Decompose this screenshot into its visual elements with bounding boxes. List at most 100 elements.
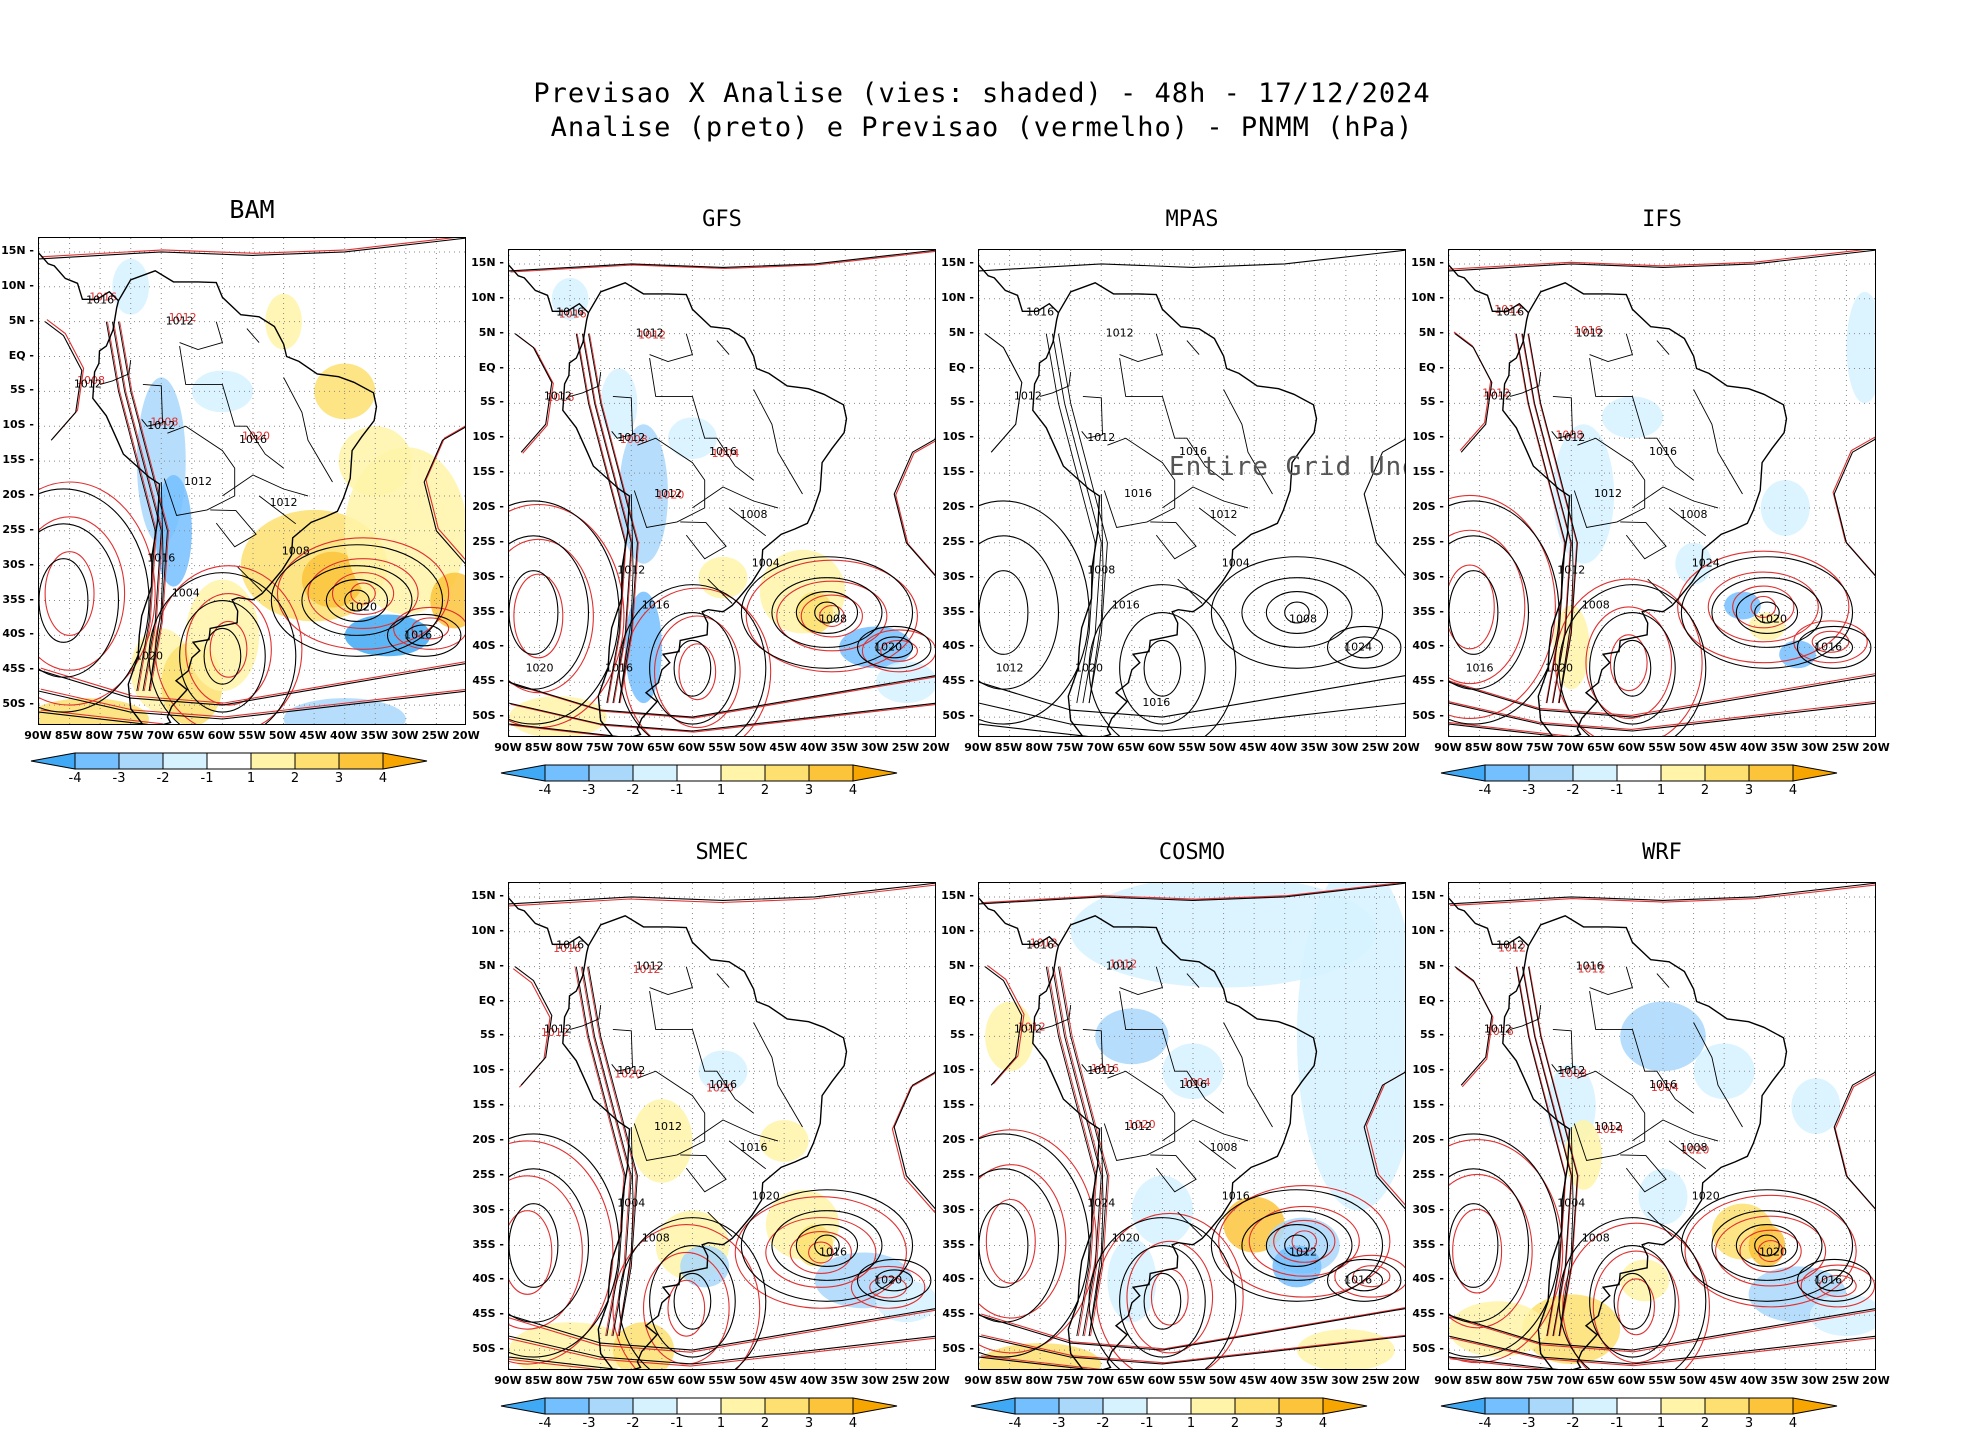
forecast-contour: [1732, 585, 1795, 629]
analysis-contour: [1449, 1356, 1559, 1369]
colorbar-swatch: [676, 1397, 722, 1415]
lat-tick-label: 25S -: [472, 534, 504, 548]
south-america-coastline: [1502, 915, 1788, 1369]
analysis-contour: [1711, 1210, 1823, 1281]
lon-tick-label: 90W: [1434, 1374, 1462, 1387]
colorbar-swatch: [1704, 764, 1750, 782]
analysis-contour-label: 1016: [1026, 306, 1054, 319]
analysis-contour-label: 1012: [617, 1064, 645, 1077]
lon-tick-label: 45W: [299, 729, 327, 742]
lat-tick-label: EQ -: [948, 360, 974, 374]
central-america-coastline: [509, 897, 589, 947]
colorbar: -4 -3 -2 -1 1 2 3 4: [1424, 763, 1854, 803]
lon-tick-label: 20W: [922, 1374, 950, 1387]
forecast-contour: [981, 1355, 1103, 1369]
panel-bam: BAM 1016 1012 1008 1008 1020 1016 1012 1012 1012 1…: [0, 195, 480, 795]
analysis-contour: [1058, 333, 1108, 704]
analysis-contour: [771, 1210, 883, 1281]
analysis-contour: [514, 333, 553, 453]
country-border: [707, 578, 733, 604]
colorbar-swatch: [1322, 1397, 1368, 1415]
analysis-contour-label: 1016: [1814, 640, 1842, 653]
forecast-contour: [1449, 250, 1866, 270]
forecast-contour-label: 1012: [1018, 1020, 1046, 1033]
country-border: [1119, 358, 1224, 481]
forecast-contour-label: 1020: [656, 489, 684, 502]
analysis-contour: [509, 702, 935, 732]
analysis-contour: [509, 1133, 620, 1358]
country-border: [649, 358, 754, 481]
lat-tick-label: 30S -: [942, 1202, 974, 1216]
analysis-contour: [1613, 1272, 1652, 1330]
analysis-contour: [39, 690, 465, 720]
map-svg: 1012101210161008100410241020101210161012…: [1449, 883, 1875, 1369]
figure-title: Previsao X Analise (vies: shaded) - 48h …: [533, 78, 1431, 109]
analysis-contour-label: 1012: [636, 327, 664, 340]
forecast-contour: [39, 516, 126, 671]
country-border: [680, 521, 727, 560]
analysis-contour-label: 1016: [1026, 939, 1054, 952]
forecast-contour: [331, 572, 395, 616]
analysis-contour: [423, 426, 465, 565]
forecast-contour-label: 1020: [242, 430, 270, 443]
colorbar-swatch: [1572, 764, 1618, 782]
lat-tick-label: 20S -: [942, 499, 974, 513]
colorbar-label: -1: [670, 1416, 684, 1431]
lon-tick-label: 85W: [994, 741, 1023, 754]
lat-tick-label: 35S -: [472, 1237, 504, 1251]
lat-tick-label: 40S -: [1412, 1272, 1444, 1286]
lat-tick-label: 10S -: [1412, 430, 1444, 444]
analysis-contour: [203, 627, 242, 685]
colorbar-swatch: [1014, 1397, 1060, 1415]
analysis-contour: [984, 966, 1023, 1086]
map-plot-area: 1016 1012 1008 1008 1020 1016 1012 1012 1012 1016…: [38, 237, 466, 725]
colorbar-swatch: [1102, 1397, 1148, 1415]
lat-tick-label: 10S -: [1412, 1063, 1444, 1077]
analysis-contour: [893, 438, 935, 577]
colorbar-swatch: [1484, 764, 1530, 782]
lon-tick-label: 45W: [769, 741, 797, 754]
colorbar-swatch: [1484, 1397, 1530, 1415]
south-america-coastline: [1032, 282, 1318, 736]
analysis-contour: [39, 663, 465, 706]
analysis-contour: [1326, 625, 1402, 669]
analysis-contour: [386, 613, 462, 657]
analysis-contour: [575, 333, 626, 704]
forecast-contour: [509, 1337, 935, 1367]
lon-tick-label: 20W: [1862, 1374, 1890, 1387]
bias-shading-area: [265, 293, 302, 350]
forecast-contour: [44, 551, 95, 636]
country-border: [1551, 1028, 1573, 1072]
analysis-contour: [979, 1335, 1405, 1365]
colorbar-swatch: [1440, 1397, 1486, 1415]
lon-tick-label: 35W: [360, 729, 388, 742]
analysis-contour: [39, 238, 465, 260]
lat-tick-label: 20S -: [2, 487, 34, 501]
analysis-contour: [1449, 723, 1559, 736]
country-border: [1558, 493, 1574, 704]
colorbar-label: 4: [1788, 1416, 1798, 1431]
analysis-contour-label: 1012: [1124, 1120, 1152, 1133]
colorbar-label: 3: [1274, 1416, 1284, 1431]
lat-tick-label: 10S -: [2, 418, 34, 432]
colorbar-svg: [500, 1397, 898, 1415]
forecast-contour: [653, 615, 741, 729]
colorbar-label: 4: [1318, 1416, 1328, 1431]
map-plot-area: 1012 1012 1016 1008 1004 1024 1020 1012 1016 1012…: [1448, 882, 1876, 1370]
analysis-contour-label: 1012: [166, 315, 194, 328]
analysis-contour: [1589, 611, 1676, 725]
forecast-contour: [1739, 1229, 1802, 1273]
analysis-contour-label: 1020: [1692, 1190, 1720, 1203]
forecast-contour: [350, 582, 376, 605]
lon-tick-label: 40W: [799, 1374, 828, 1387]
forecast-contour: [1452, 1208, 1503, 1294]
analysis-contour: [979, 1203, 1029, 1288]
lon-tick-label: 25W: [1831, 1374, 1860, 1387]
lat-tick-label: 5N -: [948, 325, 974, 339]
analysis-contour: [1754, 601, 1780, 624]
forecast-contour: [850, 1265, 926, 1309]
forecast-contour: [1334, 1254, 1405, 1298]
analysis-contour-label: 1016: [1649, 445, 1677, 458]
analysis-contour: [673, 639, 712, 697]
panel-title: BAM: [229, 195, 275, 224]
